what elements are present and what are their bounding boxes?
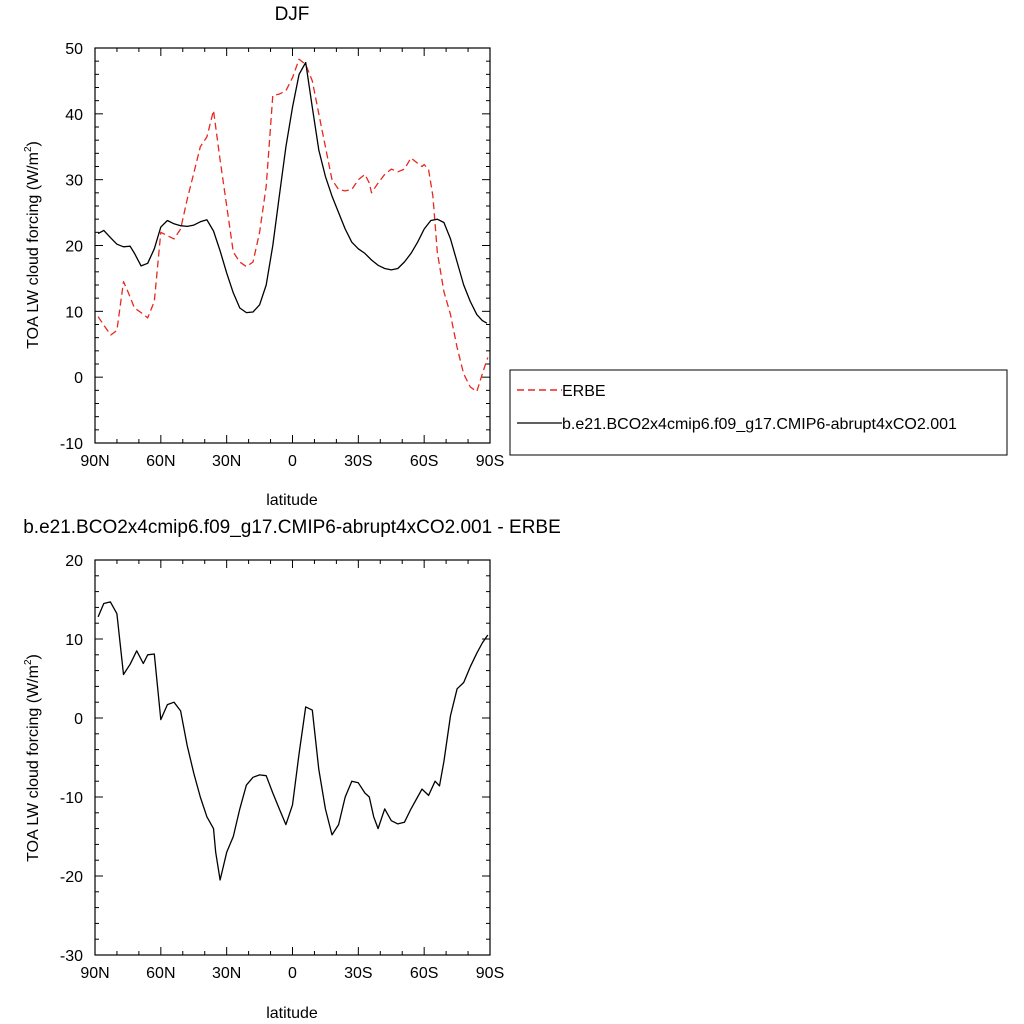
x-tick-label: 60N (146, 965, 175, 982)
x-tick-label: 30S (344, 453, 372, 470)
y-tick-label: 20 (65, 239, 83, 256)
series-line-model (97, 61, 488, 324)
ticks-layer: 90N 60N 30N 0 30S 60S 90S -30 -20 -10 0 10 20 (60, 553, 504, 982)
y-tick-label: -10 (60, 790, 83, 807)
panel-difference: b.e21.BCO2x4cmip6.f09_g17.CMIP6-abrupt4x… (23, 517, 561, 1022)
y-tick-label: -30 (60, 948, 83, 965)
legend-label-erbe: ERBE (562, 383, 606, 400)
series-line-erbe (97, 58, 489, 393)
series-layer (97, 58, 489, 393)
y-tick-label: 0 (74, 370, 83, 387)
chart-title: b.e21.BCO2x4cmip6.f09_g17.CMIP6-abrupt4x… (23, 517, 561, 538)
x-tick-label: 90S (476, 965, 504, 982)
chart-title: DJF (275, 4, 310, 25)
x-tick-label: 60N (146, 453, 175, 470)
series-layer (97, 601, 489, 881)
plot-frame (94, 47, 491, 444)
x-tick-label: 30N (212, 453, 241, 470)
x-tick-label: 60S (410, 453, 438, 470)
y-axis-label: TOA LW cloud forcing (W/m2) (23, 141, 42, 349)
y-tick-label: 50 (65, 41, 83, 58)
y-axis-label: TOA LW cloud forcing (W/m2) (23, 654, 42, 862)
y-tick-label: 40 (65, 107, 83, 124)
x-axis-label: latitude (266, 492, 318, 509)
legend: ERBE b.e21.BCO2x4cmip6.f09_g17.CMIP6-abr… (509, 369, 1008, 456)
plot-frame (94, 559, 491, 956)
ticks-layer: 90N 60N 30N 0 30S 60S 90S -10 0 10 20 30 40 50 (60, 41, 504, 470)
x-tick-label: 0 (288, 453, 297, 470)
x-tick-label: 60S (410, 965, 438, 982)
x-tick-label: 30S (344, 965, 372, 982)
legend-box (509, 369, 1008, 456)
x-tick-label: 90N (80, 453, 109, 470)
legend-label-model: b.e21.BCO2x4cmip6.f09_g17.CMIP6-abrupt4x… (562, 416, 957, 433)
y-tick-label: 30 (65, 173, 83, 190)
panel-djf: DJF latitude TOA LW cloud forcing (W/m2)… (23, 4, 504, 509)
y-tick-label: 0 (74, 711, 83, 728)
x-tick-label: 90N (80, 965, 109, 982)
x-tick-label: 0 (288, 965, 297, 982)
y-tick-label: -10 (60, 436, 83, 453)
y-tick-label: -20 (60, 869, 83, 886)
x-axis-label: latitude (266, 1005, 318, 1022)
y-tick-label: 20 (65, 553, 83, 570)
y-tick-label: 10 (65, 304, 83, 321)
x-tick-label: 30N (212, 965, 241, 982)
y-tick-label: 10 (65, 632, 83, 649)
x-tick-label: 90S (476, 453, 504, 470)
series-line-model (97, 601, 489, 881)
